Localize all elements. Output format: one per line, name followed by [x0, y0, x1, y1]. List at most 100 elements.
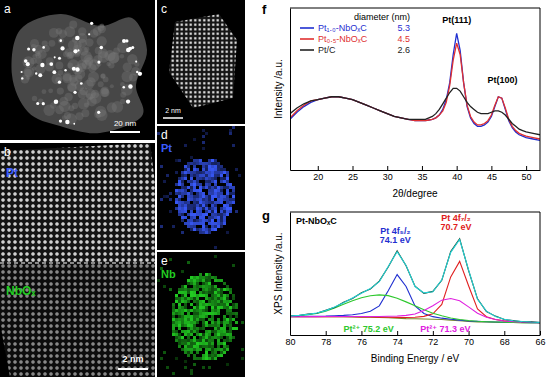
- map-pixel: [220, 213, 223, 216]
- map-pixel: [187, 168, 190, 171]
- map-pixel: [190, 342, 193, 345]
- map-pixel: [181, 183, 184, 186]
- support-texture: [64, 26, 75, 37]
- scale-bar: [163, 117, 183, 119]
- panel-letter: g: [262, 208, 270, 223]
- map-pixel: [223, 351, 226, 354]
- map-pixel: [196, 282, 199, 285]
- map-pixel: [205, 132, 208, 135]
- map-pixel: [193, 204, 196, 207]
- map-pixel: [220, 171, 223, 174]
- map-pixel: [172, 318, 175, 321]
- map-pixel: [199, 279, 202, 282]
- map-pixel: [202, 312, 205, 315]
- map-pixel: [190, 192, 193, 195]
- map-pixel: [202, 165, 205, 168]
- map-pixel: [202, 318, 205, 321]
- map-pixel: [196, 162, 199, 165]
- map-pixel: [157, 279, 160, 282]
- annotation: Pt 4f₇/₂: [441, 213, 471, 223]
- interface-line: [0, 262, 155, 263]
- map-pixel: [229, 327, 232, 330]
- map-pixel: [229, 312, 232, 315]
- map-pixel: [193, 309, 196, 312]
- map-pixel: [205, 291, 208, 294]
- map-pixel: [211, 276, 214, 279]
- nanoparticle: [138, 72, 142, 76]
- map-pixel: [220, 291, 223, 294]
- map-pixel: [178, 192, 181, 195]
- map-pixel: [226, 294, 229, 297]
- map-pixel: [211, 204, 214, 207]
- map-pixel: [181, 180, 184, 183]
- map-pixel: [205, 348, 208, 351]
- map-pixel: [196, 219, 199, 222]
- map-pixel: [214, 192, 217, 195]
- map-pixel: [193, 324, 196, 327]
- map-pixel: [184, 366, 187, 369]
- map-pixel: [187, 324, 190, 327]
- legend-title: diameter (nm): [354, 12, 410, 22]
- map-pixel: [217, 348, 220, 351]
- map-pixel: [175, 336, 178, 339]
- map-pixel: [220, 303, 223, 306]
- map-pixel: [190, 348, 193, 351]
- map-pixel: [190, 186, 193, 189]
- map-pixel: [205, 330, 208, 333]
- map-pixel: [199, 294, 202, 297]
- map-pixel: [193, 348, 196, 351]
- map-pixel: [205, 276, 208, 279]
- nanoparticle: [42, 46, 45, 49]
- map-pixel: [187, 207, 190, 210]
- map-pixel: [196, 327, 199, 330]
- map-pixel: [214, 213, 217, 216]
- tick-label: 35: [417, 172, 427, 182]
- map-pixel: [205, 219, 208, 222]
- map-pixel: [178, 309, 181, 312]
- map-pixel: [157, 132, 160, 135]
- nanoparticle: [64, 69, 66, 71]
- map-pixel: [226, 288, 229, 291]
- x-tick: 45: [487, 166, 497, 182]
- map-pixel: [205, 306, 208, 309]
- map-pixel: [205, 321, 208, 324]
- map-pixel: [190, 156, 193, 159]
- map-pixel: [187, 225, 190, 228]
- map-pixel: [199, 177, 202, 180]
- map-pixel: [229, 183, 232, 186]
- tick-label: 50: [522, 172, 532, 182]
- map-pixel: [205, 339, 208, 342]
- map-pixel: [190, 171, 193, 174]
- map-pixel: [202, 315, 205, 318]
- map-pixel: [229, 309, 232, 312]
- map-pixel: [229, 210, 232, 213]
- map-pixel: [208, 348, 211, 351]
- support-texture: [73, 65, 83, 75]
- tick-label: 45: [487, 172, 497, 182]
- map-pixel: [190, 345, 193, 348]
- map-pixel: [232, 336, 235, 339]
- map-pixel: [211, 198, 214, 201]
- map-pixel: [199, 195, 202, 198]
- nanoparticle: [52, 70, 56, 74]
- map-pixel: [199, 312, 202, 315]
- map-pixel: [223, 306, 226, 309]
- map-pixel: [205, 342, 208, 345]
- map-pixel: [211, 291, 214, 294]
- map-pixel: [193, 222, 196, 225]
- support-texture: [49, 28, 59, 38]
- map-pixel: [199, 210, 202, 213]
- map-pixel: [202, 300, 205, 303]
- map-pixel: [229, 132, 232, 135]
- support-texture: [96, 109, 108, 121]
- map-pixel: [196, 189, 199, 192]
- map-pixel: [178, 300, 181, 303]
- tick-label: 40: [452, 172, 462, 182]
- map-pixel: [217, 318, 220, 321]
- map-pixel: [190, 324, 193, 327]
- map-pixel: [211, 162, 214, 165]
- map-pixel: [232, 192, 235, 195]
- nanoparticle: [35, 72, 37, 74]
- map-pixel: [217, 312, 220, 315]
- map-pixel: [184, 309, 187, 312]
